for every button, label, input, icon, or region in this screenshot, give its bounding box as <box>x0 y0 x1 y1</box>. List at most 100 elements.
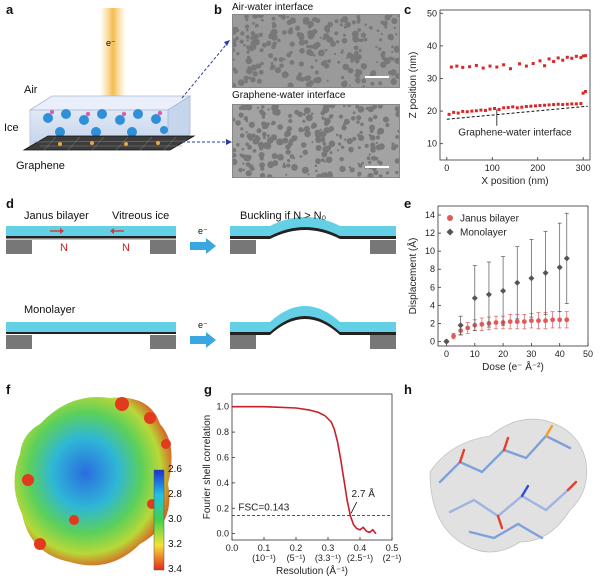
data-point <box>508 67 512 71</box>
data-point <box>506 106 510 109</box>
data-point <box>579 102 583 106</box>
data-point <box>574 54 578 58</box>
em-image-graphene-water <box>232 104 400 178</box>
data-point <box>514 279 521 286</box>
data-point <box>583 54 587 58</box>
em-texture-bottom <box>233 105 399 177</box>
data-point <box>531 61 535 65</box>
y-tick-label: 8 <box>430 264 435 274</box>
data-point <box>524 105 528 109</box>
data-point <box>536 318 541 324</box>
data-point <box>502 63 506 67</box>
data-point <box>479 108 483 112</box>
panel-letter-a: a <box>6 2 14 17</box>
janus-ice-flat <box>6 226 176 236</box>
legend-marker <box>446 228 454 236</box>
x-tick-label: 100 <box>485 163 500 173</box>
data-point <box>457 322 464 329</box>
x-tick-sublabel: (10⁻¹) <box>252 553 276 563</box>
data-point <box>543 64 547 68</box>
data-point <box>488 107 492 111</box>
x-axis-label: Resolution (Å⁻¹) <box>276 564 348 577</box>
data-point <box>470 109 474 113</box>
y-tick-label: 10 <box>427 139 437 149</box>
x-tick-sublabel: (3.3⁻¹) <box>315 553 341 563</box>
data-point <box>565 55 569 59</box>
data-point <box>564 317 570 323</box>
panel-letter-d: d <box>6 196 14 211</box>
zoom-arrows <box>181 39 232 145</box>
panel-letter-g: g <box>204 382 212 397</box>
data-point <box>563 255 570 262</box>
y-tick-label: 30 <box>427 73 437 83</box>
y-tick-label: 10 <box>425 246 435 256</box>
graphene-sheet <box>22 135 196 151</box>
data-point <box>455 64 459 68</box>
chart-c: 0 100 200 300 10 20 30 40 50 X position (nm) Z pos… <box>408 8 591 187</box>
panel-f-density-map <box>14 397 172 571</box>
data-point <box>515 106 519 110</box>
fsc-curve <box>232 405 377 535</box>
y-tick-label: 0.6 <box>216 452 229 462</box>
data-point <box>474 63 478 67</box>
data-point <box>451 333 456 339</box>
y-tick-label: 14 <box>425 210 435 220</box>
data-point <box>533 104 537 108</box>
panel-d-schematic <box>6 217 396 349</box>
graphene-label: Graphene <box>16 160 65 172</box>
panel-h-atomic-model <box>429 418 588 553</box>
data-point <box>447 112 451 116</box>
legend-label: Monolayer <box>460 228 507 239</box>
plot-frame <box>231 393 393 541</box>
data-point <box>538 59 542 63</box>
y-axis-label: Displacement (Å) <box>406 238 419 315</box>
data-point <box>452 110 456 114</box>
data-point <box>529 104 533 108</box>
colorbar <box>153 469 165 571</box>
density-mesh <box>429 418 588 553</box>
data-point <box>456 111 460 115</box>
x-tick-sublabel: (2⁻¹) <box>383 553 402 563</box>
x-axis-label: Dose (e⁻ Å⁻²) <box>482 360 544 373</box>
y-tick-label: 0.2 <box>216 503 229 513</box>
y-tick-label: 40 <box>427 41 437 51</box>
data-point <box>514 319 520 325</box>
y-tick-label: 0.4 <box>216 478 229 488</box>
electron-label-d1: e⁻ <box>198 226 208 236</box>
data-point <box>543 318 548 324</box>
y-tick-label: 50 <box>427 8 437 18</box>
x-tick-label: 40 <box>555 349 565 359</box>
data-point <box>581 91 585 95</box>
process-arrow-1 <box>190 238 216 254</box>
data-point <box>474 109 478 113</box>
x-tick-label: 0 <box>444 163 449 173</box>
colorbar-tick-0: 2.6 <box>168 464 182 475</box>
y-tick-label: 2 <box>430 318 435 328</box>
data-point <box>443 338 450 345</box>
data-point <box>495 65 499 69</box>
monolayer-ice-flat <box>6 322 176 332</box>
data-point <box>521 319 527 325</box>
em-image-air-water <box>232 14 400 88</box>
panel-letter-e: e <box>404 196 412 211</box>
data-point <box>556 56 560 60</box>
threshold-label: FSC=0.143 <box>238 502 289 513</box>
data-point <box>485 291 492 298</box>
data-point <box>449 65 453 69</box>
chart-g: 0.0 0.1(10⁻¹)0.2(5⁻¹)0.3(3.3⁻¹)0.4(2.5⁻¹)… <box>202 393 402 577</box>
x-tick-label: 300 <box>576 163 591 173</box>
electron-beam <box>100 8 126 100</box>
data-point <box>556 264 563 271</box>
x-tick-label: 30 <box>526 349 536 359</box>
resolution-annotation: 2.7 Å <box>352 487 376 500</box>
y-tick-label: 12 <box>425 228 435 238</box>
data-point <box>581 54 585 58</box>
data-point <box>579 56 583 60</box>
monolayer-label-d: Monolayer <box>24 304 76 316</box>
data-point <box>524 64 528 68</box>
electron-label-d2: e⁻ <box>198 320 208 330</box>
graphene-water-title: Graphene-water interface <box>232 90 346 101</box>
x-tick-label: 0.1 <box>258 543 271 553</box>
legend-marker <box>447 215 453 221</box>
data-point <box>570 56 574 60</box>
